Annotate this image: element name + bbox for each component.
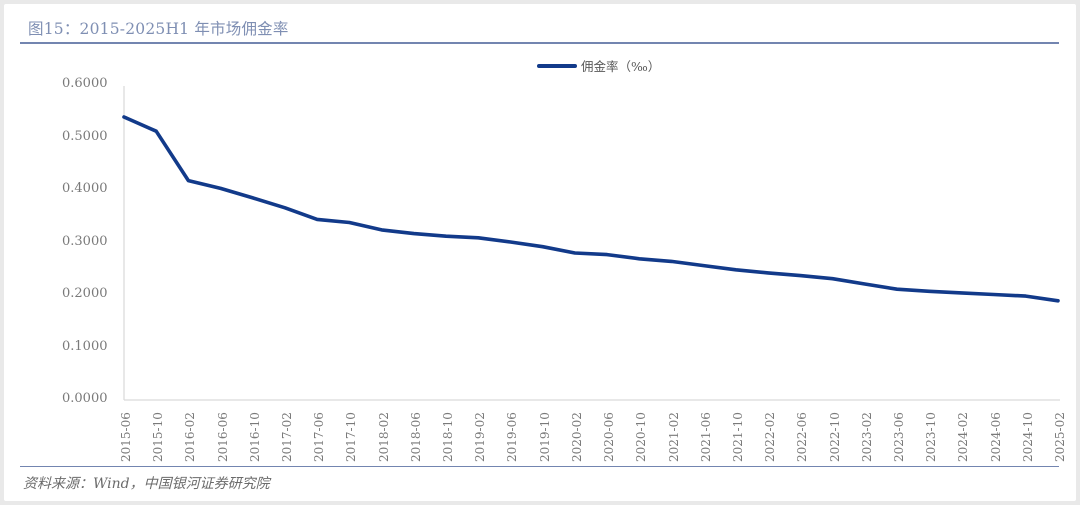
legend: 佣金率（‰） xyxy=(537,56,660,75)
y-tick-label: 0.4000 xyxy=(62,181,108,196)
y-tick-label: 0.6000 xyxy=(62,76,108,91)
commission-rate-line xyxy=(122,115,1060,303)
figure-title: 图15：2015-2025H1 年市场佣金率 xyxy=(28,20,289,38)
source-note: 资料来源：Wind，中国银河证券研究院 xyxy=(23,476,270,492)
title-divider xyxy=(20,42,1059,44)
y-tick-label: 0.1000 xyxy=(62,338,108,354)
y-tick-label: 0.2000 xyxy=(62,286,108,301)
legend-line-swatch-icon xyxy=(537,63,577,68)
y-tick-label: 0.0000 xyxy=(62,391,108,406)
source-divider xyxy=(20,466,1059,467)
y-tick-label: 0.3000 xyxy=(62,233,108,249)
legend-label: 佣金率（‰） xyxy=(581,59,661,74)
y-tick-label: 0.5000 xyxy=(62,128,108,144)
chart-card xyxy=(4,4,1076,501)
